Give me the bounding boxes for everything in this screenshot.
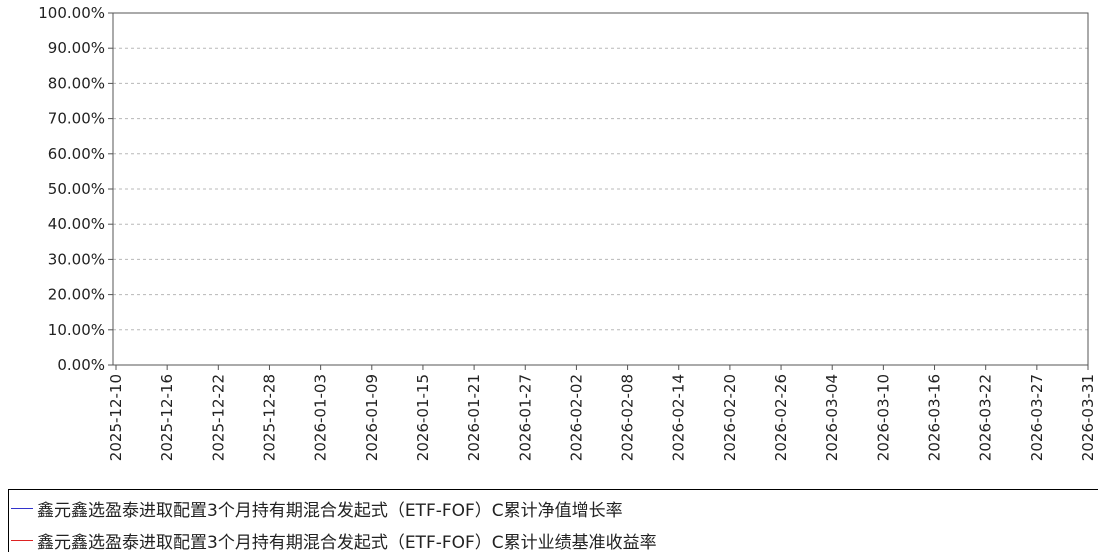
legend: 鑫元鑫选盈泰进取配置3个月持有期混合发起式（ETF-FOF）C累计净值增长率 鑫… — [8, 489, 1098, 553]
x-tick-label: 2026-01-15 — [414, 374, 432, 461]
y-tick-label: 40.00% — [48, 215, 105, 233]
x-tick-label: 2026-03-16 — [926, 374, 944, 461]
chart: 0.00% 10.00% 20.00% 30.00% 40.00% 50.00% 60.00… — [38, 4, 1097, 461]
y-tick-label: 90.00% — [48, 39, 105, 57]
x-tick-label: 2026-01-21 — [465, 374, 483, 461]
y-tick-label: 0.00% — [57, 356, 105, 374]
legend-swatch-blue — [11, 507, 33, 509]
legend-label-benchmark: 鑫元鑫选盈泰进取配置3个月持有期混合发起式（ETF-FOF）C累计业绩基准收益率 — [37, 532, 657, 553]
x-tick-label: 2026-03-27 — [1028, 374, 1046, 461]
x-tick-label: 2026-03-04 — [823, 374, 841, 461]
y-axis: 0.00% 10.00% 20.00% 30.00% 40.00% 50.00% 60.00… — [38, 4, 1088, 374]
x-tick-label: 2025-12-22 — [209, 374, 227, 461]
legend-swatch-red — [11, 539, 33, 541]
y-tick-label: 30.00% — [48, 250, 105, 268]
y-tick-label: 80.00% — [48, 74, 105, 92]
y-tick-label: 70.00% — [48, 110, 105, 128]
y-tick-label: 20.00% — [48, 286, 105, 304]
x-tick-label: 2026-02-20 — [721, 374, 739, 461]
x-tick-label: 2026-03-10 — [874, 374, 892, 461]
x-tick-label: 2025-12-28 — [260, 374, 278, 461]
x-tick-label: 2026-01-27 — [516, 374, 534, 461]
x-tick-label: 2026-01-03 — [312, 374, 330, 461]
x-tick-label: 2026-02-26 — [772, 374, 790, 461]
x-tick-label: 2026-01-09 — [363, 374, 381, 461]
x-tick-label: 2026-02-14 — [670, 374, 688, 461]
y-tick-label: 100.00% — [38, 4, 105, 22]
x-tick-label: 2025-12-10 — [107, 374, 125, 461]
y-tick-label: 10.00% — [48, 321, 105, 339]
legend-item-benchmark: 鑫元鑫选盈泰进取配置3个月持有期混合发起式（ETF-FOF）C累计业绩基准收益率 — [11, 527, 657, 553]
legend-label-nav-growth: 鑫元鑫选盈泰进取配置3个月持有期混合发起式（ETF-FOF）C累计净值增长率 — [37, 500, 623, 521]
y-tick-label: 60.00% — [48, 145, 105, 163]
grid-lines — [113, 12, 1088, 331]
x-tick-label: 2026-02-08 — [619, 374, 637, 461]
y-tick-label: 50.00% — [48, 180, 105, 198]
x-tick-label: 2026-03-31 — [1079, 374, 1097, 461]
x-axis: 2025-12-10 2025-12-16 2025-12-22 2025-12-28… — [107, 365, 1097, 461]
x-tick-label: 2025-12-16 — [158, 374, 176, 461]
legend-item-nav-growth: 鑫元鑫选盈泰进取配置3个月持有期混合发起式（ETF-FOF）C累计净值增长率 — [11, 495, 623, 521]
x-tick-label: 2026-03-22 — [977, 374, 995, 461]
x-tick-label: 2026-02-02 — [567, 374, 585, 461]
